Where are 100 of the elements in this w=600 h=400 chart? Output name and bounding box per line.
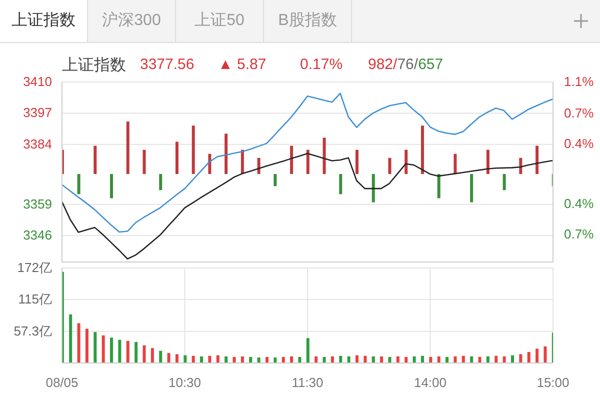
bar	[192, 126, 195, 174]
bar	[249, 356, 252, 363]
x-tick-label: 10:30	[168, 375, 202, 390]
bar	[510, 355, 514, 363]
bar	[429, 356, 432, 363]
bar	[232, 356, 236, 363]
bar	[519, 158, 522, 174]
bar	[77, 323, 80, 363]
bar	[462, 356, 465, 363]
text: 3377.56	[140, 56, 194, 73]
text: ▲ 5.87	[218, 56, 266, 73]
y2-tick-label: 0.4%	[564, 196, 594, 211]
bar	[494, 356, 498, 363]
bar	[274, 357, 277, 363]
bar	[536, 348, 539, 363]
bar	[339, 356, 342, 363]
bar	[298, 356, 302, 363]
x-tick-label: 15:00	[536, 375, 570, 390]
bar	[224, 356, 228, 363]
bar	[420, 126, 424, 174]
bar	[94, 332, 97, 363]
bar	[200, 356, 204, 363]
bar	[364, 356, 367, 363]
bar	[167, 353, 170, 363]
bar	[257, 158, 260, 174]
bar	[388, 158, 392, 174]
bar	[322, 356, 326, 363]
bar	[478, 356, 482, 363]
y2-tick-label: 1.1%	[564, 74, 594, 89]
bar	[290, 356, 294, 363]
bar	[454, 154, 457, 174]
y-tick-label: 3384	[23, 136, 52, 152]
y-tick-label: 172亿	[17, 260, 52, 275]
bar	[437, 174, 440, 198]
bar	[502, 356, 506, 363]
bar	[150, 348, 154, 363]
bar	[240, 356, 244, 363]
bar	[175, 142, 178, 174]
bar	[396, 356, 400, 363]
y-tick-label: 3410	[23, 74, 52, 89]
y2-tick-label: 0.7%	[564, 226, 594, 242]
y2-tick-label: 0.7%	[564, 105, 594, 120]
bar	[265, 356, 268, 363]
y-tick-label: 115亿	[18, 291, 52, 306]
bar	[142, 150, 146, 174]
bar	[470, 356, 474, 363]
bar	[208, 356, 212, 363]
bar	[159, 174, 162, 190]
bar	[290, 146, 294, 174]
y-tick-label: 3359	[23, 196, 52, 212]
bar	[274, 174, 277, 186]
bar	[159, 350, 162, 363]
bar	[208, 154, 212, 174]
bar	[454, 356, 457, 363]
bar	[126, 340, 130, 363]
bar	[470, 174, 474, 202]
line-series	[62, 92, 553, 233]
bar	[224, 134, 228, 174]
bar	[322, 138, 326, 174]
y2-tick-label: 0.4%	[564, 136, 594, 152]
bar	[282, 356, 285, 363]
bar	[192, 356, 195, 363]
bar	[420, 356, 424, 363]
x-tick-label: 11:30	[292, 375, 324, 390]
text: 上证50	[176, 0, 264, 42]
bar	[388, 356, 392, 363]
bar	[536, 146, 539, 174]
bar	[102, 335, 105, 363]
bar	[306, 150, 310, 174]
bar	[126, 122, 130, 174]
y-tick-label: 3346	[23, 228, 52, 243]
y-tick-label: 3397	[23, 105, 52, 120]
bar	[446, 356, 449, 363]
bar	[544, 346, 547, 363]
bar	[314, 356, 318, 363]
bar	[404, 150, 408, 174]
bar	[486, 356, 490, 363]
bar	[134, 342, 138, 363]
bar	[330, 356, 334, 363]
bar	[184, 355, 187, 363]
line-series	[62, 152, 553, 260]
bar	[110, 338, 114, 363]
text: 982/76/657	[368, 56, 444, 73]
bar	[216, 355, 220, 363]
text: B股指数	[264, 0, 352, 42]
bar	[380, 356, 384, 363]
bar	[94, 146, 97, 174]
bar	[356, 355, 359, 363]
bar	[347, 356, 350, 363]
bar	[339, 174, 342, 194]
bar	[502, 174, 506, 190]
bar	[372, 174, 375, 202]
bar	[110, 174, 114, 198]
x-tick-label: 14:00	[414, 375, 447, 390]
bar	[404, 356, 408, 363]
x-tick-label: 08/05	[46, 375, 78, 390]
bar	[372, 356, 375, 363]
bar	[519, 354, 522, 363]
bar	[77, 174, 80, 194]
bar	[257, 357, 260, 363]
